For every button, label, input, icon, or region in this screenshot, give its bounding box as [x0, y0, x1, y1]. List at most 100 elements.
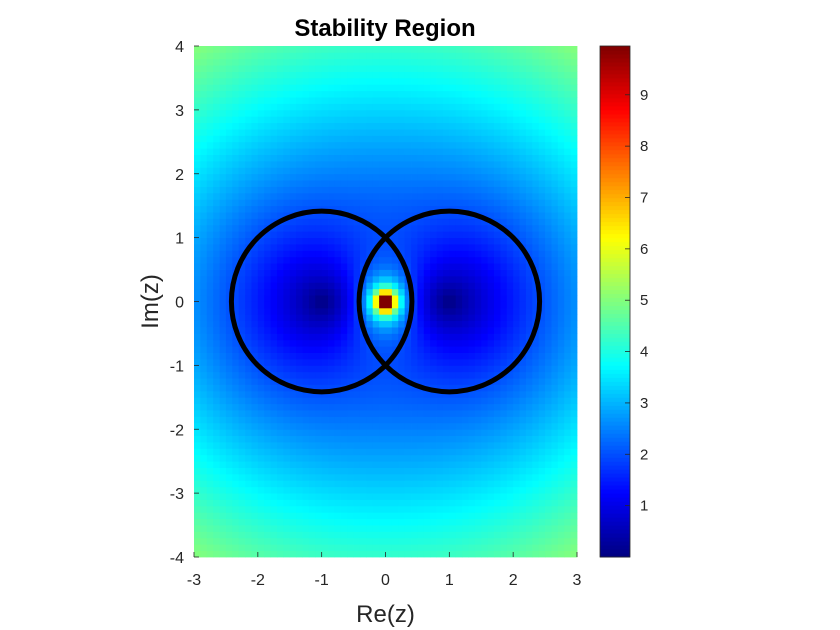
heatmap-cell: [251, 365, 259, 373]
heatmap-cell: [551, 244, 559, 251]
heatmap-cell: [334, 244, 342, 251]
heatmap-cell: [398, 454, 406, 462]
heatmap-cell: [328, 71, 335, 79]
heatmap-cell: [411, 327, 418, 334]
heatmap-cell: [194, 244, 201, 251]
heatmap-cell: [564, 544, 572, 552]
heatmap-cell: [423, 518, 431, 526]
heatmap-cell: [264, 180, 271, 187]
heatmap-cell: [564, 416, 572, 424]
heatmap-cell: [334, 390, 342, 398]
heatmap-cell: [455, 422, 463, 430]
heatmap-cell: [455, 544, 463, 552]
heatmap-cell: [334, 525, 342, 532]
heatmap-cell: [449, 531, 457, 539]
heatmap-cell: [398, 244, 406, 251]
heatmap-cell: [270, 199, 278, 207]
heatmap-cell: [289, 525, 297, 532]
heatmap-cell: [334, 333, 342, 341]
heatmap-cell: [398, 52, 406, 60]
heatmap-cell: [551, 442, 559, 449]
heatmap-cell: [353, 275, 361, 283]
heatmap-cell: [289, 295, 297, 302]
heatmap-cell: [353, 384, 361, 392]
heatmap-cell: [468, 410, 476, 417]
heatmap-cell: [225, 77, 233, 85]
heatmap-cell: [219, 237, 227, 245]
heatmap-cell: [379, 71, 386, 79]
heatmap-cell: [551, 71, 559, 79]
heatmap-cell: [308, 314, 316, 322]
heatmap-cell: [315, 473, 323, 481]
heatmap-cell: [564, 442, 572, 449]
heatmap-cell: [411, 403, 418, 411]
heatmap-cell: [372, 97, 380, 104]
heatmap-cell: [251, 192, 259, 200]
heatmap-cell: [398, 371, 406, 379]
heatmap-cell: [334, 550, 342, 558]
heatmap-cell: [449, 467, 457, 475]
heatmap-cell: [206, 416, 214, 424]
heatmap-cell: [296, 148, 303, 155]
heatmap-cell: [481, 224, 489, 232]
heatmap-cell: [347, 160, 354, 168]
heatmap-cell: [194, 65, 201, 72]
heatmap-cell: [340, 90, 348, 98]
heatmap-cell: [308, 173, 316, 181]
heatmap-cell: [328, 173, 335, 181]
heatmap-cell: [257, 403, 265, 411]
heatmap-cell: [506, 531, 514, 539]
heatmap-cell: [372, 384, 380, 392]
heatmap-cell: [200, 301, 208, 309]
heatmap-cell: [442, 537, 450, 545]
y-tick-label: -4: [170, 550, 184, 567]
heatmap-cell: [417, 403, 425, 411]
heatmap-cell: [570, 365, 578, 373]
heatmap-cell: [232, 180, 240, 187]
heatmap-cell: [538, 531, 546, 539]
heatmap-cell: [225, 46, 233, 53]
heatmap-cell: [238, 301, 246, 309]
heatmap-cell: [462, 237, 469, 245]
heatmap-cell: [462, 154, 469, 162]
heatmap-cell: [481, 525, 489, 532]
heatmap-cell: [347, 288, 354, 296]
heatmap-cell: [513, 339, 520, 347]
heatmap-cell: [245, 461, 252, 468]
heatmap-cell: [200, 237, 208, 245]
heatmap-cell: [545, 186, 552, 194]
heatmap-cell: [494, 352, 501, 360]
heatmap-cell: [245, 256, 252, 264]
heatmap-cell: [551, 90, 559, 98]
heatmap-cell: [289, 77, 297, 85]
heatmap-cell: [270, 493, 278, 500]
heatmap-cell: [417, 371, 425, 379]
heatmap-cell: [474, 244, 482, 251]
heatmap-cell: [200, 135, 208, 143]
heatmap-cell: [455, 378, 463, 385]
heatmap-cell: [404, 397, 412, 405]
heatmap-cell: [474, 339, 482, 347]
heatmap-cell: [194, 550, 201, 558]
heatmap-cell: [385, 224, 393, 232]
heatmap-cell: [417, 378, 425, 385]
heatmap-cell: [359, 224, 367, 232]
heatmap-cell: [442, 346, 450, 353]
heatmap-cell: [366, 65, 374, 72]
heatmap-cell: [557, 422, 565, 430]
heatmap-cell: [379, 250, 386, 258]
heatmap-cell: [321, 173, 329, 181]
heatmap-cell: [449, 116, 457, 124]
heatmap-cell: [366, 358, 374, 366]
heatmap-cell: [264, 65, 271, 72]
heatmap-cell: [430, 269, 437, 277]
heatmap-cell: [411, 71, 418, 79]
heatmap-cell: [289, 435, 297, 443]
heatmap-cell: [564, 397, 572, 405]
heatmap-cell: [557, 224, 565, 232]
heatmap-cell: [340, 122, 348, 130]
heatmap-cell: [570, 46, 578, 53]
heatmap-cell: [385, 518, 393, 526]
heatmap-cell: [385, 403, 393, 411]
heatmap-cell: [500, 71, 508, 79]
